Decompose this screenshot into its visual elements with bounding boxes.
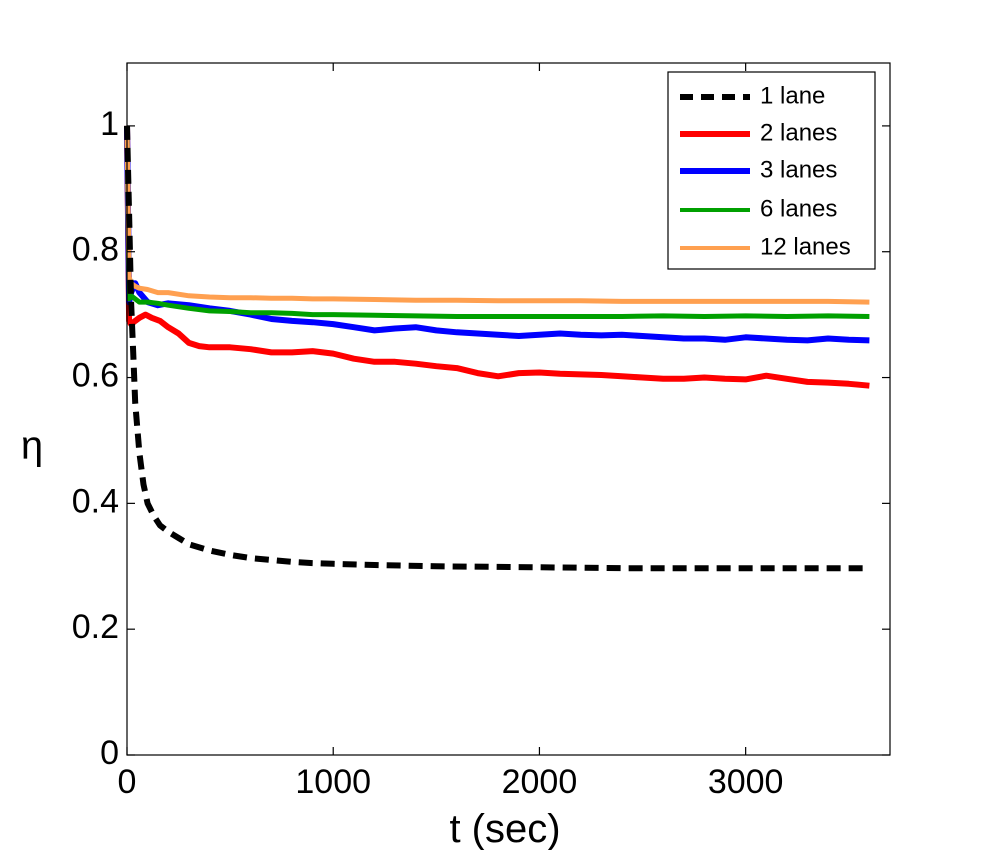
legend-label-1-lane: 1 lane	[760, 82, 825, 109]
plot-frame	[126, 62, 891, 756]
y-tick-label: 1	[100, 105, 119, 143]
series-line-1-lane	[124, 125, 870, 572]
legend-entry-6-lanes: 6 lanes	[680, 195, 837, 222]
series-line-2-lanes	[124, 125, 870, 389]
y-axis-label: η	[21, 424, 43, 468]
legend-label-3-lanes: 3 lanes	[760, 156, 837, 183]
series-layer	[124, 125, 870, 572]
legend-entry-1-lane: 1 lane	[680, 82, 825, 109]
series-line-6-lanes	[124, 125, 870, 319]
y-tick-label: 0.4	[72, 482, 119, 520]
y-tick-label: 0.2	[72, 608, 119, 646]
legend-entry-3-lanes: 3 lanes	[680, 156, 837, 183]
y-tick-label: 0.8	[72, 231, 119, 269]
legend: 1 lane 2 lanes 3 lanes 6 lanes 12 lanes	[667, 71, 876, 270]
y-tick-label: 0.6	[72, 357, 119, 395]
legend-entry-12-lanes: 12 lanes	[680, 233, 851, 260]
x-axis-label: t (sec)	[449, 807, 560, 850]
tick-layer: 0 1000 2000 3000 0 0.2 0.4 0.6 0.8 1	[72, 63, 890, 801]
y-tick-label: 0	[100, 734, 119, 772]
legend-label-6-lanes: 6 lanes	[760, 195, 837, 222]
series-line-12-lanes	[124, 125, 870, 305]
legend-entry-2-lanes: 2 lanes	[680, 119, 837, 146]
legend-label-12-lanes: 12 lanes	[760, 233, 851, 260]
x-tick-label: 2000	[502, 763, 578, 801]
x-tick-label: 1000	[295, 763, 371, 801]
x-tick-label: 0	[118, 763, 137, 801]
x-tick-label: 3000	[708, 763, 784, 801]
legend-label-2-lanes: 2 lanes	[760, 119, 837, 146]
